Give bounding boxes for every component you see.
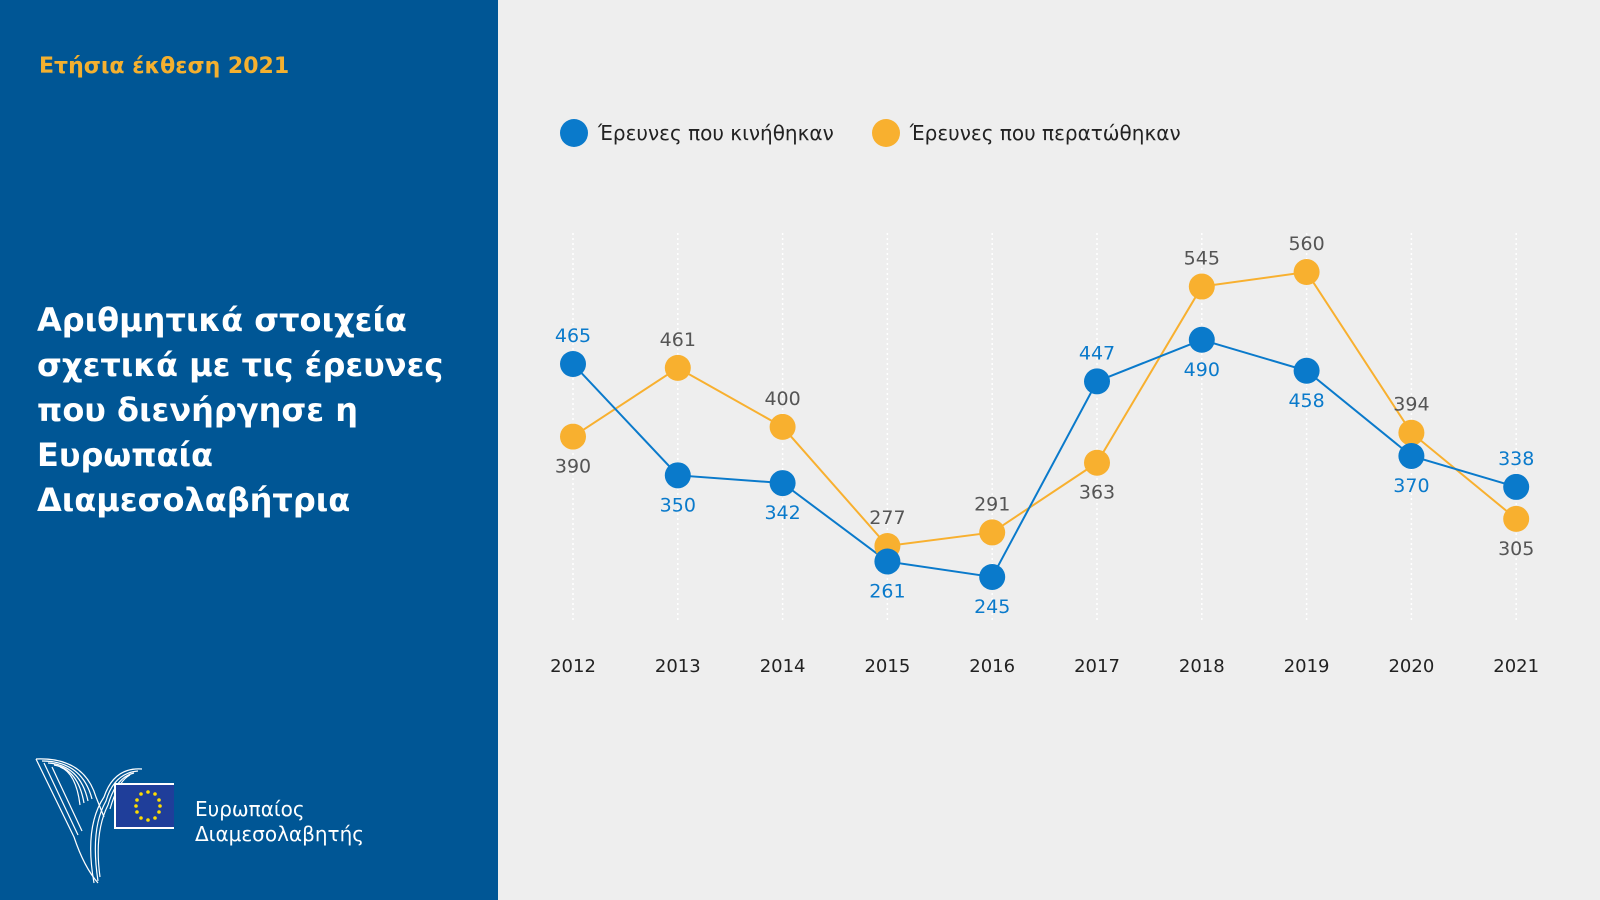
data-label: 277 xyxy=(869,507,905,529)
series-line-0 xyxy=(572,338,1517,579)
chart-legend: Έρευνες που κινήθηκαν Έρευνες που περατώ… xyxy=(560,119,1219,147)
data-label: 447 xyxy=(1079,342,1115,364)
x-tick-label: 2020 xyxy=(1388,656,1434,677)
data-label: 458 xyxy=(1288,390,1324,412)
data-label: 465 xyxy=(555,325,591,347)
data-point xyxy=(664,462,691,489)
report-label: Ετήσια έκθεση 2021 xyxy=(39,54,290,79)
data-label: 338 xyxy=(1498,448,1534,470)
logo-line2: Διαμεσολαβητής xyxy=(195,822,364,846)
data-point xyxy=(1293,259,1320,286)
data-label: 390 xyxy=(555,456,591,478)
data-point xyxy=(1503,505,1530,532)
data-point xyxy=(1398,419,1425,446)
x-tick-label: 2015 xyxy=(864,656,910,677)
data-point xyxy=(874,548,901,575)
logo-text: Ευρωπαίος Διαμεσολαβητής xyxy=(195,797,364,847)
data-point xyxy=(560,423,586,450)
data-label: 490 xyxy=(1184,359,1220,381)
legend-label: Έρευνες που κινήθηκαν xyxy=(598,121,834,145)
page-title: Αριθμητικά στοιχεία σχετικά με τις έρευν… xyxy=(37,301,444,519)
logo-line1: Ευρωπαίος xyxy=(195,797,305,821)
data-label: 342 xyxy=(764,502,800,524)
data-point xyxy=(1293,357,1320,384)
data-label: 291 xyxy=(974,493,1010,515)
data-point xyxy=(1188,273,1215,300)
data-label: 394 xyxy=(1393,394,1429,416)
data-point xyxy=(664,354,691,381)
x-tick-label: 2017 xyxy=(1074,656,1120,677)
data-point xyxy=(1188,326,1215,353)
legend-label: Έρευνες που περατώθηκαν xyxy=(909,121,1181,145)
legend-dot-icon xyxy=(871,119,900,147)
x-tick-label: 2018 xyxy=(1179,656,1225,677)
data-point xyxy=(1084,449,1110,476)
sidebar-panel: Ετήσια έκθεση 2021 Αριθμητικά στοιχεία σ… xyxy=(0,0,498,900)
data-label: 370 xyxy=(1393,475,1429,497)
x-tick-label: 2012 xyxy=(550,656,596,677)
data-point xyxy=(1398,442,1425,469)
x-tick-label: 2019 xyxy=(1284,656,1330,677)
data-point xyxy=(1084,368,1110,395)
legend-dot-icon xyxy=(560,119,588,147)
data-point xyxy=(979,563,1006,590)
legend-item-opened: Έρευνες που κινήθηκαν xyxy=(560,119,834,147)
data-point xyxy=(769,470,796,497)
x-tick-label: 2016 xyxy=(969,656,1015,677)
legend-item-closed: Έρευνες που περατώθηκαν xyxy=(871,119,1181,147)
data-label: 261 xyxy=(869,580,905,602)
data-label: 245 xyxy=(974,596,1010,618)
data-point xyxy=(769,413,796,440)
data-point xyxy=(979,519,1006,546)
x-tick-label: 2021 xyxy=(1493,656,1539,677)
data-label: 305 xyxy=(1498,538,1534,560)
data-label: 363 xyxy=(1079,482,1115,504)
x-tick-label: 2013 xyxy=(655,656,701,677)
data-label: 350 xyxy=(660,494,696,516)
data-point xyxy=(1503,473,1530,500)
ombudsman-logo-icon xyxy=(35,758,174,884)
series-line-1 xyxy=(572,270,1517,548)
data-label: 545 xyxy=(1184,248,1220,270)
data-label: 400 xyxy=(764,388,800,410)
data-label: 461 xyxy=(660,329,696,351)
x-tick-label: 2014 xyxy=(760,656,806,677)
data-point xyxy=(560,351,586,377)
data-label: 560 xyxy=(1288,233,1324,255)
